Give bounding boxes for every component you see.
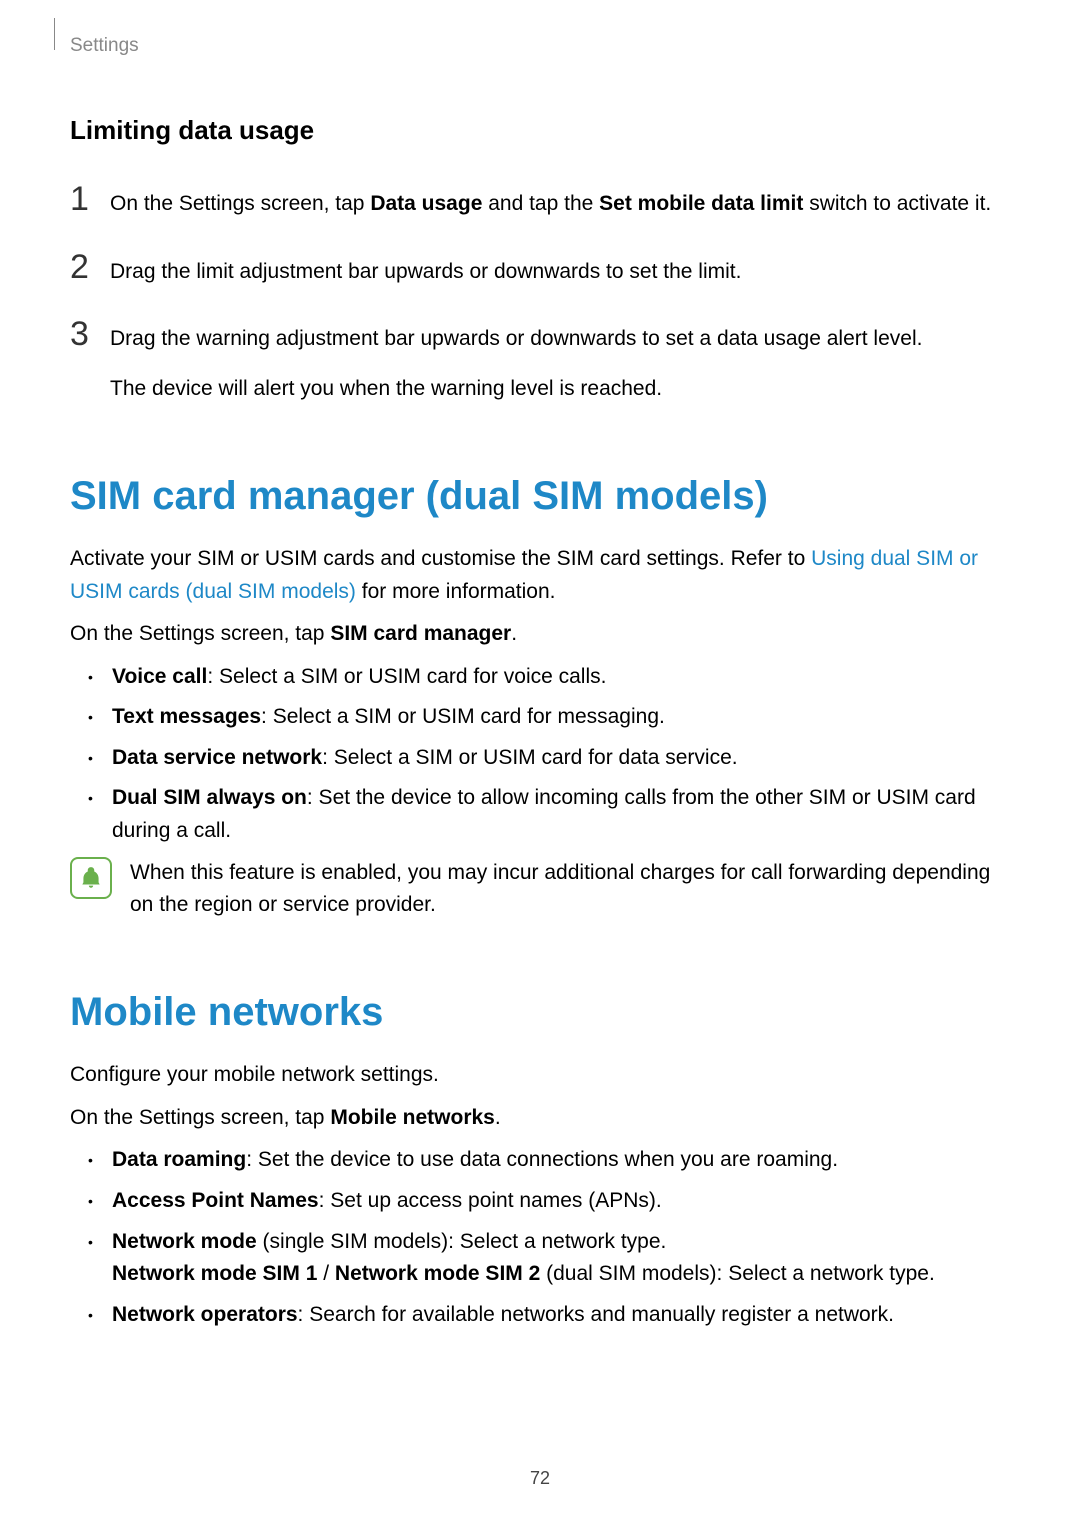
text: for more information. xyxy=(356,580,556,603)
text: Drag the warning adjustment bar upwards … xyxy=(110,323,922,355)
text: . xyxy=(511,622,517,645)
note-row: When this feature is enabled, you may in… xyxy=(70,857,1010,920)
bold-text: Network mode SIM 1 xyxy=(112,1262,317,1285)
bold-text: Access Point Names xyxy=(112,1189,319,1212)
bold-text: Text messages xyxy=(112,705,261,728)
mobile-bullet-list: Data roaming: Set the device to use data… xyxy=(70,1144,1010,1331)
list-item: Network mode (single SIM models): Select… xyxy=(100,1226,1010,1291)
text: (single SIM models): Select a network ty… xyxy=(257,1230,667,1253)
text: switch to activate it. xyxy=(803,192,991,215)
text: The device will alert you when the warni… xyxy=(110,373,922,405)
step-text: On the Settings screen, tap Data usage a… xyxy=(110,182,991,220)
text: (dual SIM models): Select a network type… xyxy=(540,1262,935,1285)
bell-icon xyxy=(78,865,104,891)
bold-text: Mobile networks xyxy=(330,1106,495,1129)
step-2: 2 Drag the limit adjustment bar upwards … xyxy=(70,250,1010,288)
sub-heading: Limiting data usage xyxy=(70,115,1010,146)
list-item: Voice call: Select a SIM or USIM card fo… xyxy=(100,661,1010,694)
bold-text: Data roaming xyxy=(112,1148,246,1171)
bold-text: Data usage xyxy=(370,192,482,215)
text: and tap the xyxy=(482,192,599,215)
bold-text: Voice call xyxy=(112,665,207,688)
body-text: Configure your mobile network settings. xyxy=(70,1059,1010,1092)
list-item: Access Point Names: Set up access point … xyxy=(100,1185,1010,1218)
page-number: 72 xyxy=(0,1468,1080,1489)
list-item: Dual SIM always on: Set the device to al… xyxy=(100,782,1010,847)
text: : Select a SIM or USIM card for messagin… xyxy=(261,705,665,728)
step-text: Drag the limit adjustment bar upwards or… xyxy=(110,250,741,288)
list-item: Data service network: Select a SIM or US… xyxy=(100,742,1010,775)
text: . xyxy=(495,1106,501,1129)
page-container: Settings Limiting data usage 1 On the Se… xyxy=(0,0,1080,1527)
list-item: Network operators: Search for available … xyxy=(100,1299,1010,1332)
text: : Select a SIM or USIM card for voice ca… xyxy=(207,665,606,688)
body-text: On the Settings screen, tap SIM card man… xyxy=(70,618,1010,651)
list-item: Data roaming: Set the device to use data… xyxy=(100,1144,1010,1177)
sim-bullet-list: Voice call: Select a SIM or USIM card fo… xyxy=(70,661,1010,848)
note-text: When this feature is enabled, you may in… xyxy=(130,857,1010,920)
text: : Select a SIM or USIM card for data ser… xyxy=(322,746,737,769)
text: On the Settings screen, tap xyxy=(70,622,330,645)
text: Drag the limit adjustment bar upwards or… xyxy=(110,256,741,288)
bold-text: Network operators xyxy=(112,1303,298,1326)
text: : Search for available networks and manu… xyxy=(298,1303,894,1326)
breadcrumb: Settings xyxy=(70,35,1010,57)
bold-text: Dual SIM always on xyxy=(112,786,307,809)
step-number: 3 xyxy=(70,317,110,351)
body-text: Activate your SIM or USIM cards and cust… xyxy=(70,543,1010,608)
note-icon xyxy=(70,857,112,899)
text: On the Settings screen, tap xyxy=(70,1106,330,1129)
header-rule xyxy=(54,18,55,50)
list-item: Text messages: Select a SIM or USIM card… xyxy=(100,701,1010,734)
text: : Set up access point names (APNs). xyxy=(319,1189,662,1212)
step-number: 1 xyxy=(70,182,110,216)
step-1: 1 On the Settings screen, tap Data usage… xyxy=(70,182,1010,220)
bold-text: SIM card manager xyxy=(330,622,511,645)
text: Activate your SIM or USIM cards and cust… xyxy=(70,547,811,570)
step-text: Drag the warning adjustment bar upwards … xyxy=(110,317,922,404)
text: On the Settings screen, tap xyxy=(110,192,370,215)
bold-text: Set mobile data limit xyxy=(599,192,803,215)
text: / xyxy=(317,1262,335,1285)
heading-mobile: Mobile networks xyxy=(70,990,1010,1035)
step-3: 3 Drag the warning adjustment bar upward… xyxy=(70,317,1010,404)
heading-sim: SIM card manager (dual SIM models) xyxy=(70,474,1010,519)
bold-text: Data service network xyxy=(112,746,322,769)
body-text: On the Settings screen, tap Mobile netwo… xyxy=(70,1102,1010,1135)
bold-text: Network mode xyxy=(112,1230,257,1253)
bold-text: Network mode SIM 2 xyxy=(335,1262,540,1285)
step-number: 2 xyxy=(70,250,110,284)
text: : Set the device to use data connections… xyxy=(246,1148,838,1171)
